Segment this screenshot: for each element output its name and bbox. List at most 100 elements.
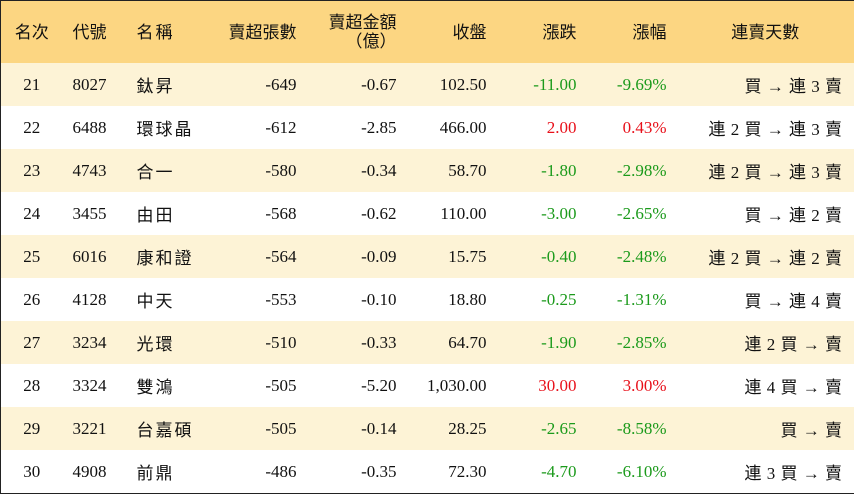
cell: 3221	[62, 407, 125, 450]
cell: 連 3 買 → 賣	[744, 464, 843, 483]
header-cell: 賣超張數	[202, 0, 307, 63]
cell: -0.09	[306, 235, 407, 278]
cell: 康和證	[124, 235, 203, 278]
cell: -3.00	[541, 203, 577, 223]
cell: -580	[202, 149, 307, 192]
cell: 2.00	[546, 117, 577, 137]
cell: 110.00	[440, 203, 487, 223]
cell: 22	[23, 117, 41, 137]
cell: 雙鴻	[136, 378, 175, 397]
header-cell: 名稱	[124, 0, 203, 63]
cell: 由田	[136, 206, 175, 225]
table-row: 26 4128 中天 -553 -0.10 18.80 -0.25 -1.31% 買 → 連 4…	[1, 278, 854, 321]
cell: -505	[265, 375, 297, 395]
cell: -2.85%	[586, 321, 677, 364]
cell: 買 → 連 4 賣	[744, 292, 843, 311]
cell: -510	[202, 321, 307, 364]
header-cell: 名次	[0, 0, 63, 63]
header-row: 名次 代號 名稱 賣超張數 賣超金額 （億） 收盤 漲跌 漲幅 連賣天數	[0, 0, 854, 63]
cell: -0.62	[361, 203, 397, 223]
cell: -0.40	[496, 235, 587, 278]
table-row: 24 3455 由田 -568 -0.62 110.00 -3.00 -2.65% 買 → 連 …	[1, 192, 854, 235]
cell: 買 → 賣	[676, 407, 854, 450]
cell: -4.70	[541, 461, 577, 481]
cell: 24	[23, 203, 41, 223]
cell: 72.30	[448, 461, 487, 481]
cell: 64.70	[406, 321, 497, 364]
cell: -11.00	[496, 63, 587, 106]
cell: 3234	[62, 321, 125, 364]
cell: -0.34	[306, 149, 407, 192]
cell: 中天	[136, 292, 175, 311]
header-cell: 收盤	[406, 0, 497, 63]
cell: -2.65%	[616, 203, 667, 223]
cell: 連 2 買 → 賣	[676, 321, 854, 364]
cell: -2.65	[496, 407, 587, 450]
cell: 0.43%	[622, 117, 667, 137]
cell: 15.75	[406, 235, 497, 278]
cell: 鈦昇	[124, 63, 203, 106]
cell: 4128	[72, 289, 107, 309]
cell: 光環	[124, 321, 203, 364]
cell: 58.70	[406, 149, 497, 192]
cell: 28	[23, 375, 41, 395]
cell: -6.10%	[616, 461, 667, 481]
cell: -649	[202, 63, 307, 106]
cell: -9.69%	[586, 63, 677, 106]
cell: -0.33	[306, 321, 407, 364]
cell: 1,030.00	[427, 375, 487, 395]
cell: 30.00	[538, 375, 577, 395]
cell: 25	[0, 235, 63, 278]
cell: 102.50	[406, 63, 497, 106]
table-body: 21 8027 鈦昇 -649 -0.67 102.50 -11.00 -9.69% 買 → 連…	[0, 63, 854, 494]
cell: 18.80	[448, 289, 487, 309]
cell: -1.80	[496, 149, 587, 192]
cell: 4908	[72, 461, 107, 481]
cell: -5.20	[361, 375, 397, 395]
cell: 21	[0, 63, 63, 106]
cell: 30	[23, 461, 41, 481]
cell: -568	[265, 203, 297, 223]
cell: -1.90	[496, 321, 587, 364]
header-cell: 代號	[62, 0, 125, 63]
cell: -564	[202, 235, 307, 278]
table-row: 30 4908 前鼎 -486 -0.35 72.30 -4.70 -6.10% 連 3 買 →…	[1, 450, 854, 494]
table-row: 25 6016 康和證 -564 -0.09 15.75 -0.40 -2.48% 連 2 買 …	[0, 235, 854, 278]
table-row: 27 3234 光環 -510 -0.33 64.70 -1.90 -2.85% 連 2 買 →…	[0, 321, 854, 364]
cell: 4743	[62, 149, 125, 192]
cell: 買 → 連 3 賣	[676, 63, 854, 106]
cell: -1.31%	[616, 289, 667, 309]
cell: -0.25	[541, 289, 577, 309]
cell: 連 2 買 → 連 3 賣	[708, 120, 843, 139]
cell: 連 4 買 → 賣	[744, 378, 843, 397]
cell: 6488	[72, 117, 107, 137]
cell: -8.58%	[586, 407, 677, 450]
cell: -0.14	[306, 407, 407, 450]
cell: 台嘉碩	[124, 407, 203, 450]
cell: -0.10	[361, 289, 397, 309]
cell: 6016	[62, 235, 125, 278]
table-row: 28 3324 雙鴻 -505 -5.20 1,030.00 30.00 3.00% 連 4 買…	[1, 364, 854, 407]
table-row: 21 8027 鈦昇 -649 -0.67 102.50 -11.00 -9.69% 買 → 連…	[0, 63, 854, 106]
table-row: 22 6488 環球晶 -612 -2.85 466.00 2.00 0.43% 連 2 買 →…	[1, 106, 854, 149]
cell: 3.00%	[622, 375, 667, 395]
cell: 29	[0, 407, 63, 450]
cell: 買 → 連 2 賣	[744, 206, 843, 225]
cell: 27	[0, 321, 63, 364]
cell: 合一	[124, 149, 203, 192]
header-cell: 漲幅	[586, 0, 677, 63]
cell: -0.67	[306, 63, 407, 106]
table-row: 23 4743 合一 -580 -0.34 58.70 -1.80 -2.98% 連 2 買 →…	[0, 149, 854, 192]
cell: 連 2 買 → 連 3 賣	[676, 149, 854, 192]
cell: 前鼎	[136, 464, 175, 483]
header-cell: 漲跌	[496, 0, 587, 63]
cell: 3324	[72, 375, 107, 395]
table-row: 29 3221 台嘉碩 -505 -0.14 28.25 -2.65 -8.58% 買 → 賣	[0, 407, 854, 450]
cell: -486	[265, 461, 297, 481]
header-cell: 賣超金額 （億）	[306, 0, 407, 63]
cell: -2.48%	[586, 235, 677, 278]
cell: 23	[0, 149, 63, 192]
cell: -505	[202, 407, 307, 450]
